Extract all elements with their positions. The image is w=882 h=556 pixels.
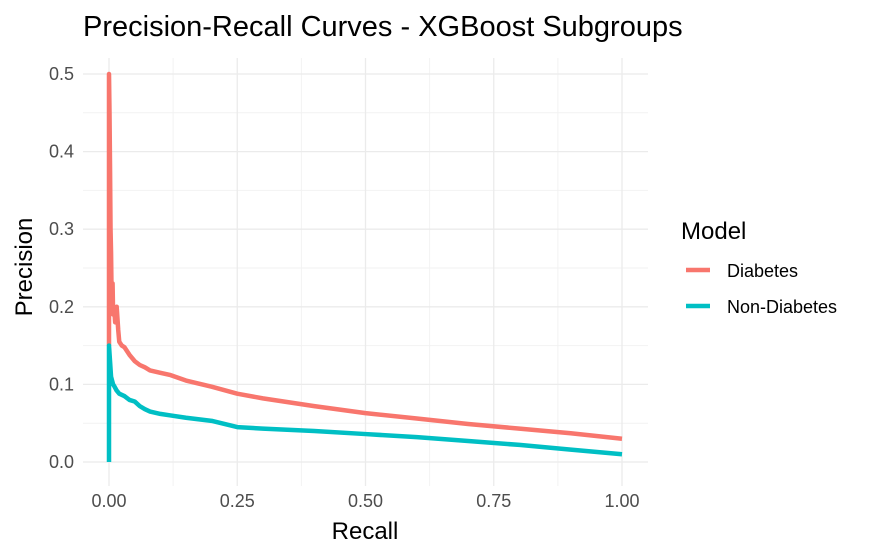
x-axis-title: Recall: [332, 518, 399, 545]
y-tick-label: 0.3: [49, 219, 74, 239]
x-tick-label: 0.75: [476, 491, 511, 511]
y-axis-title: Precision: [11, 218, 38, 317]
x-tick-labels: 0.00 0.25 0.50 0.75 1.00: [91, 491, 639, 511]
y-tick-label: 0.5: [49, 64, 74, 84]
legend-items: Diabetes Non-Diabetes: [686, 261, 837, 317]
x-tick-label: 0.00: [91, 491, 126, 511]
legend-label-non-diabetes: Non-Diabetes: [727, 297, 837, 317]
grid-layer: [83, 58, 648, 486]
series-layer: [106, 71, 623, 462]
legend-label-diabetes: Diabetes: [727, 261, 798, 281]
series-line-diabetes: [106, 71, 623, 441]
chart-title: Precision-Recall Curves - XGBoost Subgro…: [83, 11, 683, 43]
x-tick-label: 0.50: [348, 491, 383, 511]
legend-title: Model: [681, 218, 746, 245]
y-tick-label: 0.4: [49, 142, 74, 162]
y-tick-labels: 0.0 0.1 0.2 0.3 0.4 0.5: [49, 64, 74, 472]
y-tick-label: 0.2: [49, 297, 74, 317]
x-tick-label: 1.00: [604, 491, 639, 511]
series-line-non-diabetes: [106, 343, 623, 462]
legend: Model Diabetes Non-Diabetes: [681, 218, 837, 317]
x-tick-label: 0.25: [220, 491, 255, 511]
y-tick-label: 0.1: [49, 374, 74, 394]
y-tick-label: 0.0: [49, 452, 74, 472]
